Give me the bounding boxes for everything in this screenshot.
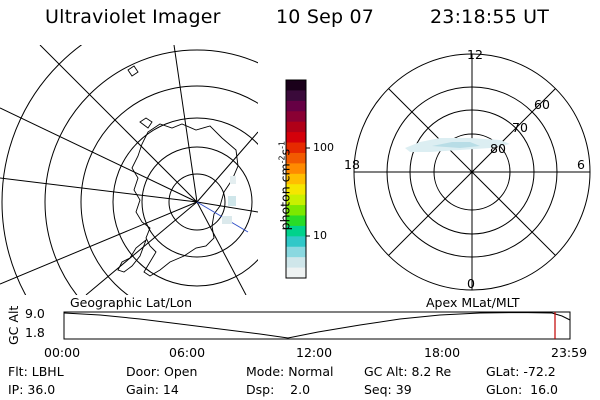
colorbar-segment xyxy=(286,184,306,196)
colorbar-segment xyxy=(286,246,306,258)
colorbar-label-sup1: -2 xyxy=(277,155,287,164)
altitude-ylabel: GC Alt xyxy=(6,305,21,345)
date-label: 10 Sep 07 xyxy=(276,6,375,28)
colorbar-segment xyxy=(286,121,306,133)
colorbar-segment xyxy=(286,205,306,217)
colorbar-segment xyxy=(286,111,306,123)
footer-gain: Gain: 14 xyxy=(126,382,179,397)
colorbar-segment xyxy=(286,163,306,175)
footer-flt: Flt: LBHL xyxy=(8,364,64,379)
colorbar-segment xyxy=(286,194,306,206)
colorbar-segment xyxy=(286,152,306,164)
colorbar-segment xyxy=(286,132,306,144)
footer-ip: IP: 36.0 xyxy=(8,382,56,397)
colorbar-label-text: photon cm xyxy=(277,163,293,231)
footer-glat: GLat: -72.2 xyxy=(486,364,556,379)
instrument-title: Ultraviolet Imager xyxy=(45,6,221,28)
time-label: 23:18:55 UT xyxy=(430,6,550,28)
colorbar-segment xyxy=(286,142,306,154)
colorbar-label: photon cm-2s-1 xyxy=(277,131,292,241)
geographic-caption: Geographic Lat/Lon xyxy=(70,295,192,310)
xtick-1200: 12:00 xyxy=(296,345,333,360)
colorbar-segment xyxy=(286,236,306,248)
colorbar-segment xyxy=(286,100,306,112)
colorbar-label-s: s xyxy=(277,148,293,156)
footer-dsp: Dsp: 2.0 xyxy=(246,382,311,397)
colorbar-segment xyxy=(286,267,306,279)
apex-caption: Apex MLat/MLT xyxy=(426,295,520,310)
mlt-label-18: 18 xyxy=(344,157,360,172)
colorbar-tick-10: 10 xyxy=(313,229,327,242)
colorbar-segment xyxy=(286,90,306,102)
xtick-2359: 23:59 xyxy=(551,345,588,360)
color-bar xyxy=(286,80,306,279)
mlat-label-70: 70 xyxy=(512,120,528,135)
mlt-label-0: 0 xyxy=(467,276,475,291)
colorbar-tick-100: 100 xyxy=(313,141,334,154)
colorbar-segment xyxy=(286,257,306,269)
footer-door: Door: Open xyxy=(126,364,198,379)
colorbar-segment xyxy=(286,225,306,237)
colorbar-segment xyxy=(286,80,306,92)
footer-mode: Mode: Normal xyxy=(246,364,334,379)
mlt-label-12: 12 xyxy=(467,47,483,62)
footer-gcalt: GC Alt: 8.2 Re xyxy=(364,364,452,379)
lat-circle xyxy=(168,173,226,231)
altitude-ytick-top: 9.0 xyxy=(25,306,45,321)
xtick-1800: 18:00 xyxy=(424,345,461,360)
colorbar-label-sup2: -1 xyxy=(277,140,287,149)
mlat-label-80: 80 xyxy=(490,141,506,156)
altitude-plot xyxy=(63,311,571,340)
antarctica-coastline xyxy=(131,123,239,277)
colorbar-segment xyxy=(286,215,306,227)
xtick-0000: 00:00 xyxy=(44,345,81,360)
xtick-0600: 06:00 xyxy=(169,345,206,360)
altitude-ytick-bottom: 1.8 xyxy=(25,325,45,340)
mlt-label-6: 6 xyxy=(577,157,585,172)
mlat-label-60: 60 xyxy=(534,97,550,112)
footer-glon: GLon: 16.0 xyxy=(486,382,558,397)
colorbar-segment xyxy=(286,173,306,185)
polar-plot xyxy=(353,53,591,291)
footer-seq: Seq: 39 xyxy=(364,382,412,397)
